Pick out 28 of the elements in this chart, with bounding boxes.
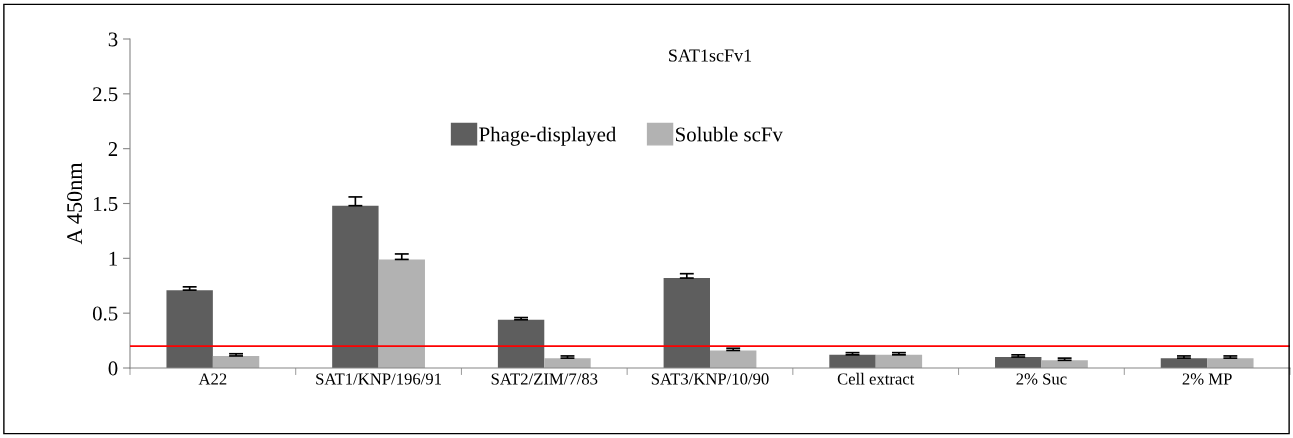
bar xyxy=(710,350,757,368)
bar xyxy=(378,259,425,368)
chart-title: SAT1scFv1 xyxy=(669,49,752,62)
bar xyxy=(212,355,260,368)
bar xyxy=(544,358,591,368)
x-tick-label: 2% MP xyxy=(1182,373,1232,385)
bar xyxy=(663,278,710,368)
bar xyxy=(332,205,379,368)
bar xyxy=(829,354,876,368)
y-tick-label: 1 xyxy=(109,251,117,266)
legend-label: Phage-displayed xyxy=(479,126,617,146)
x-tick-label: SAT2/ZIM/7/83 xyxy=(491,373,598,385)
y-tick-label: 1.5 xyxy=(93,196,118,212)
y-tick-label: 0.5 xyxy=(92,306,118,321)
y-tick-label: 3 xyxy=(108,32,118,47)
x-tick-label: 2% Suc xyxy=(1016,373,1067,385)
x-tick-label: A22 xyxy=(198,373,227,385)
y-tick-label: 2.5 xyxy=(93,87,118,102)
bar xyxy=(166,290,213,368)
y-axis-title: A 450nm xyxy=(67,162,83,245)
x-tick-label: Cell extract xyxy=(837,372,915,385)
bar xyxy=(875,354,923,368)
bar xyxy=(497,319,545,368)
legend-label: Soluble scFv xyxy=(676,126,783,142)
x-tick-label: SAT3/KNP/10/90 xyxy=(651,373,769,385)
y-tick-label: 2 xyxy=(108,142,118,156)
x-tick-label: SAT1/KNP/196/91 xyxy=(316,373,442,385)
y-tick-label: 0 xyxy=(108,361,118,376)
